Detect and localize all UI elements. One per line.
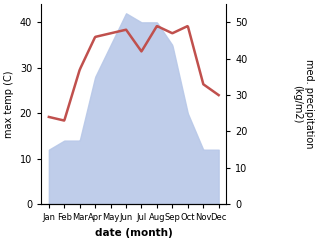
- X-axis label: date (month): date (month): [95, 228, 173, 238]
- Y-axis label: max temp (C): max temp (C): [4, 70, 14, 138]
- Y-axis label: med. precipitation
(kg/m2): med. precipitation (kg/m2): [292, 60, 314, 149]
